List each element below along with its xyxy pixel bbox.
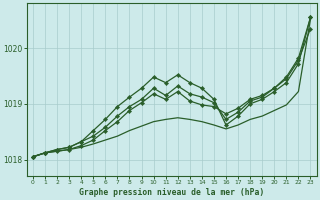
- X-axis label: Graphe pression niveau de la mer (hPa): Graphe pression niveau de la mer (hPa): [79, 188, 264, 197]
